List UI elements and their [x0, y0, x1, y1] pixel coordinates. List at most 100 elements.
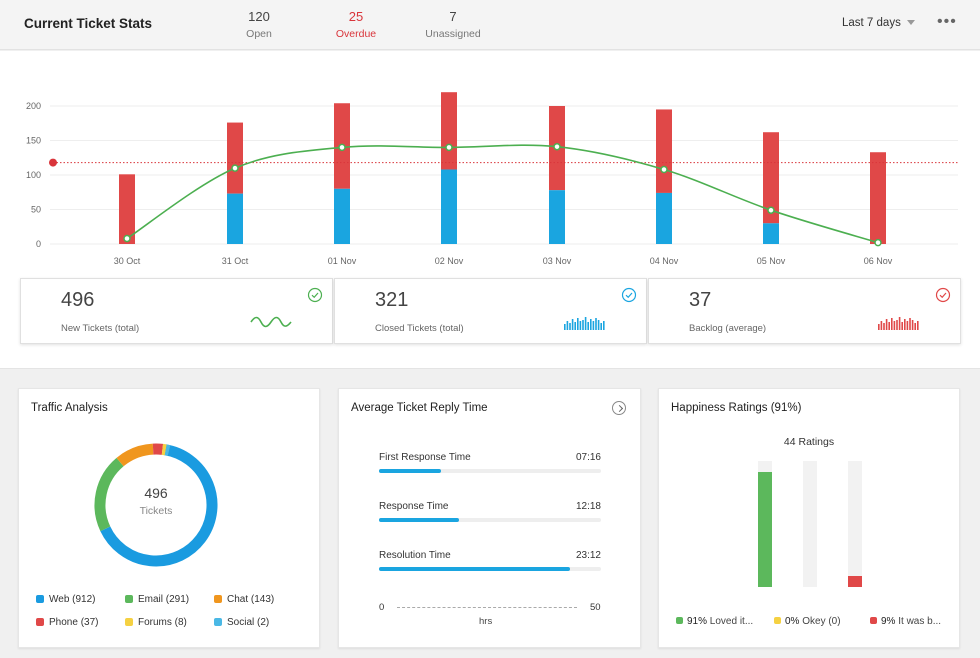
spark-bar: [906, 321, 909, 330]
metric-response: Response Time 12:18: [379, 501, 601, 522]
trend-point: [553, 142, 561, 151]
metric-label: First Response Time: [379, 452, 471, 463]
metric-track: [379, 518, 601, 522]
traffic-total-value: 496: [144, 485, 168, 501]
metric-fill: [379, 469, 442, 473]
kpi-closed-tickets[interactable]: 321 Closed Tickets (total): [334, 278, 647, 344]
reference-marker: [49, 158, 57, 167]
legend-item-web[interactable]: Web (912): [36, 594, 96, 605]
spark-bar: [904, 319, 906, 330]
traffic-total-label: Tickets: [139, 505, 173, 517]
spark-bar: [595, 318, 597, 330]
stat-unassigned[interactable]: 7 Unassigned: [413, 9, 493, 40]
rating-bar-okey[interactable]: [803, 461, 817, 587]
header-bar: Current Ticket Stats 120 Open 25 Overdue…: [0, 0, 980, 50]
spark-bar: [603, 321, 605, 330]
rating-bar-loved[interactable]: [758, 461, 772, 587]
date-range-dropdown[interactable]: Last 7 days: [842, 17, 915, 29]
spark-bar: [597, 320, 600, 330]
metric-first-response: First Response Time 07:16: [379, 452, 601, 473]
spark-bar: [896, 320, 898, 330]
bar-red: [119, 174, 135, 244]
rating-bar-bad[interactable]: [848, 461, 862, 587]
sparkline-wave-icon: [250, 316, 292, 328]
bar-blue: [227, 193, 243, 244]
metric-resolution: Resolution Time 23:12: [379, 550, 601, 571]
trend-point: [445, 143, 453, 152]
stat-open-value: 120: [248, 9, 270, 24]
trend-point: [231, 164, 239, 172]
axis-unit: hrs: [479, 616, 493, 627]
y-tick-label: 50: [31, 205, 41, 215]
y-tick-label: 100: [26, 170, 41, 180]
spark-bar: [888, 322, 890, 330]
reply-time-card: Average Ticket Reply Time First Response…: [338, 388, 641, 648]
legend-item-social[interactable]: Social (2): [214, 617, 269, 628]
spark-bar: [564, 324, 566, 330]
rating-label: Okey (0): [802, 616, 841, 627]
more-options-icon[interactable]: •••: [937, 13, 957, 30]
axis-max: 50: [590, 602, 601, 613]
x-tick-label: 04 Nov: [650, 256, 679, 266]
trend-point: [874, 238, 882, 247]
spark-bar: [582, 320, 584, 330]
kpi-new-tickets[interactable]: 496 New Tickets (total): [20, 278, 333, 344]
rating-label: Loved it...: [709, 616, 754, 627]
spark-bar: [909, 318, 911, 330]
metric-value: 23:12: [575, 550, 601, 561]
legend-swatch: [774, 617, 781, 624]
legend-label: Web (912): [49, 594, 96, 605]
legend-item-email[interactable]: Email (291): [125, 594, 189, 605]
legend-swatch: [125, 595, 133, 603]
trend-point: [767, 206, 775, 214]
donut-center: 496 Tickets: [91, 485, 221, 519]
stat-overdue[interactable]: 25 Overdue: [316, 9, 396, 40]
y-tick-label: 200: [26, 101, 41, 111]
spark-bar: [587, 322, 589, 330]
spark-bar: [579, 321, 582, 330]
metric-value: 07:16: [575, 452, 601, 463]
legend-swatch: [214, 618, 222, 626]
bar-red: [656, 109, 672, 193]
metric-value: 12:18: [575, 501, 601, 512]
kpi-new-tickets-label: New Tickets (total): [61, 323, 140, 334]
traffic-analysis-card: Traffic Analysis 496 Tickets Web (912) E…: [18, 388, 320, 648]
kpi-backlog[interactable]: 37 Backlog (average): [648, 278, 961, 344]
metric-fill: [379, 518, 459, 522]
legend-swatch: [676, 617, 683, 624]
stat-open-label: Open: [246, 28, 272, 40]
legend-item-forums[interactable]: Forums (8): [125, 617, 187, 628]
trend-point: [123, 234, 131, 243]
bar-blue: [656, 192, 672, 244]
x-tick-label: 03 Nov: [543, 256, 572, 266]
spark-bar: [566, 321, 569, 330]
metric-label: Resolution Time: [379, 550, 451, 561]
spark-bar: [574, 322, 576, 330]
spark-bar: [569, 323, 571, 330]
kpi-backlog-value: 37: [689, 289, 712, 311]
legend-item-phone[interactable]: Phone (37): [36, 617, 98, 628]
axis-min: 0: [379, 602, 385, 613]
spark-bar: [893, 321, 896, 330]
bar-blue: [441, 169, 457, 244]
date-range-label: Last 7 days: [842, 17, 901, 29]
check-circle-icon: [307, 287, 323, 303]
spark-bar: [878, 324, 880, 330]
spark-bar: [577, 318, 579, 330]
x-tick-label: 01 Nov: [328, 256, 357, 266]
y-tick-label: 0: [36, 239, 41, 249]
x-tick-label: 02 Nov: [435, 256, 464, 266]
chevron-right-icon[interactable]: [612, 401, 626, 415]
legend-item-chat[interactable]: Chat (143): [214, 594, 274, 605]
bar-red: [870, 152, 886, 244]
legend-label: Forums (8): [138, 617, 187, 628]
check-circle-icon: [935, 287, 951, 303]
legend-label: Phone (37): [49, 617, 99, 628]
legend-swatch: [214, 595, 222, 603]
metric-fill: [379, 567, 570, 571]
stat-open[interactable]: 120 Open: [219, 9, 299, 40]
spark-bar: [883, 323, 885, 330]
metric-track: [379, 469, 601, 473]
happiness-card: Happiness Ratings (91%) 44 Ratings 91% L…: [658, 388, 960, 648]
ticket-trend-chart: 0 50 100 150 200 30 Oct 31 Oct 01 Nov 02 Nov 03 N…: [26, 92, 958, 266]
